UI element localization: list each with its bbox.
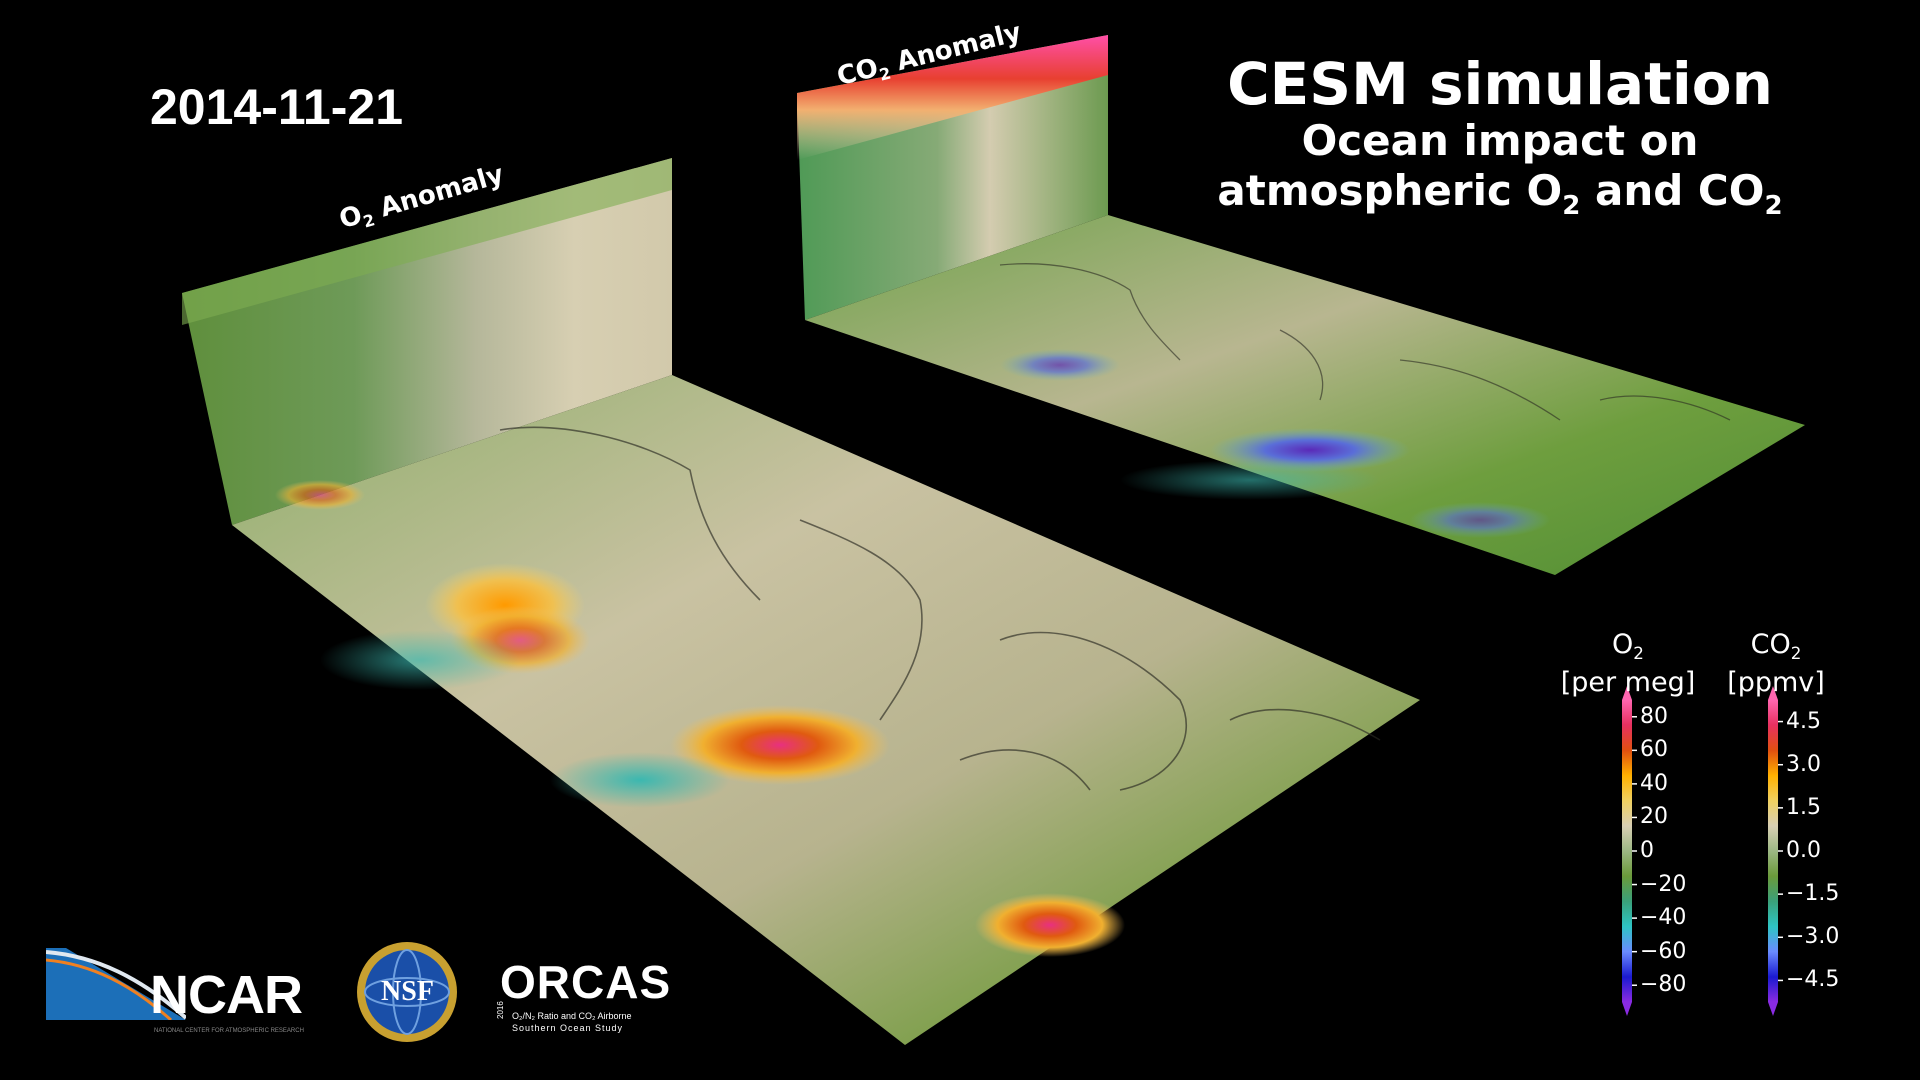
co2-colorbar-tick-label: −3.0 xyxy=(1786,924,1840,950)
co2-floor xyxy=(805,215,1805,575)
co2-colorbar-tick-label: 0.0 xyxy=(1786,838,1821,863)
o2-wall xyxy=(182,158,672,525)
co2-colorbar-title: CO2 [ppmv] xyxy=(1727,629,1825,698)
orcas-line2: Southern Ocean Study xyxy=(512,1023,624,1033)
orcas-line1: O₂/N₂ Ratio and CO₂ Airborne xyxy=(512,1011,632,1021)
o2-colorbar-tick-label: 80 xyxy=(1640,703,1668,729)
ncar-swoosh-icon xyxy=(46,948,186,1020)
orcas-logo: ORCAS 2016 O₂/N₂ Ratio and CO₂ Airborne … xyxy=(496,955,672,1035)
o2-colorbar-tick-label: −20 xyxy=(1640,871,1687,897)
co2-colorbar-tick-label: −4.5 xyxy=(1786,967,1840,993)
title-block: CESM simulation Ocean impact on atmosphe… xyxy=(1180,52,1820,231)
title-line3: atmospheric O2 and CO2 xyxy=(1217,166,1783,222)
co2-panel xyxy=(797,35,1805,575)
nsf-logo: NSF xyxy=(355,940,460,1045)
o2-colorbar-bar xyxy=(1622,700,1632,1002)
o2-colorbar-tick-label: −80 xyxy=(1640,972,1687,998)
o2-colorbar-tick-label: 60 xyxy=(1640,737,1668,763)
title-line1: CESM simulation xyxy=(1227,50,1773,118)
orcas-logo-text: ORCAS xyxy=(500,956,672,1008)
co2-colorbar-min-arrow xyxy=(1768,1002,1778,1016)
co2-colorbar-max-arrow xyxy=(1768,686,1778,700)
co2-colorbar-tick-label: 3.0 xyxy=(1786,751,1821,777)
date-label: 2014-11-21 xyxy=(150,79,404,135)
ncar-logo: NCAR NATIONAL CENTER FOR ATMOSPHERIC RES… xyxy=(46,948,326,1038)
co2-colorbar-tick-label: 1.5 xyxy=(1786,794,1821,820)
orcas-year: 2016 xyxy=(496,1001,505,1019)
o2-colorbar-tick-label: 40 xyxy=(1640,770,1668,796)
o2-colorbar-tick-label: 0 xyxy=(1640,838,1654,863)
co2-colorbar-bar xyxy=(1768,700,1778,1002)
co2-continents xyxy=(999,263,1731,421)
o2-wall-band xyxy=(182,158,672,325)
o2-panel xyxy=(182,158,1420,1045)
o2-colorbar-tick-label: −60 xyxy=(1640,938,1687,964)
o2-colorbar xyxy=(1622,686,1637,1016)
ncar-logo-text: NCAR xyxy=(150,965,303,1025)
co2-anomaly-patches xyxy=(1000,349,1550,538)
nsf-globe-icon xyxy=(357,942,457,1042)
nsf-logo-text: NSF xyxy=(381,976,434,1007)
o2-anomaly-patches xyxy=(275,480,1125,957)
title-line2: Ocean impact on xyxy=(1301,116,1699,165)
o2-colorbar-tick-label: 20 xyxy=(1640,804,1668,830)
co2-wall-top xyxy=(797,35,1108,160)
o2-colorbar-title: O2 [per meg] xyxy=(1560,629,1696,698)
o2-colorbar-max-arrow xyxy=(1622,686,1632,700)
o2-colorbar-tick-label: −40 xyxy=(1640,905,1687,931)
co2-colorbar xyxy=(1768,686,1783,1016)
o2-continents xyxy=(499,426,1381,791)
co2-colorbar-tick-label: 4.5 xyxy=(1786,708,1821,734)
o2-colorbar-min-arrow xyxy=(1622,1002,1632,1016)
co2-colorbar-tick-label: −1.5 xyxy=(1786,881,1840,907)
ncar-tagline: NATIONAL CENTER FOR ATMOSPHERIC RESEARCH xyxy=(154,1028,304,1034)
